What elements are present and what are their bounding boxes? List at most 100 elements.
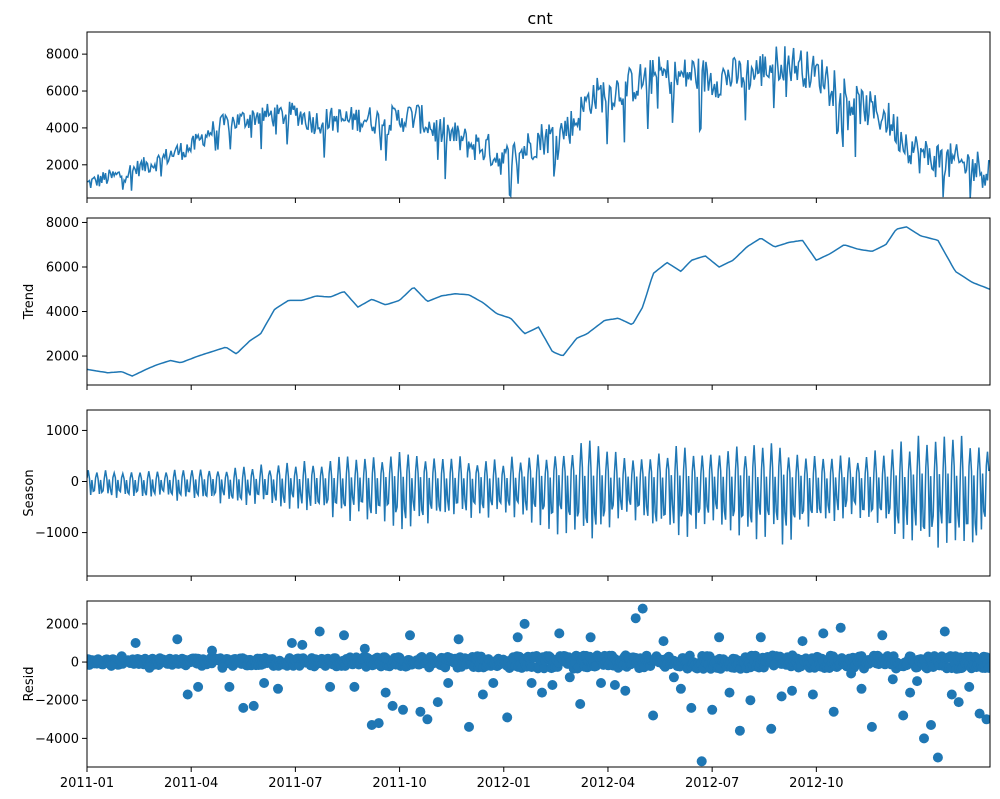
resid-point [575,699,586,709]
resid-point [658,636,669,647]
resid-point [432,697,443,708]
resid-point [919,733,929,744]
resid-point [387,700,398,711]
y-tick-label: 6000 [46,260,79,275]
resid-point [92,655,103,666]
x-tick-label: 2011-01 [60,776,114,791]
resid-point [787,685,797,696]
resid-point [273,683,283,694]
resid-point [707,704,718,715]
resid-point [512,632,523,643]
y-tick-label: 2000 [46,617,79,632]
resid-point [734,725,745,736]
resid-point [554,628,565,639]
resid-point [974,708,985,719]
y-tick-label: 1000 [46,424,79,439]
resid-point [224,681,235,692]
y-axis-label-resid: Resid [22,666,37,701]
resid-point [116,651,127,662]
resid-point [696,756,707,767]
resid-point [932,752,943,763]
resid-point [630,613,641,624]
y-tick-label: 8000 [46,216,79,231]
resid-point [488,678,499,688]
resid-point [675,683,686,694]
plot-area-season [87,435,990,548]
resid-point [714,632,725,643]
resid-point [766,723,777,734]
resid-point [818,628,829,639]
resid-point [193,681,204,692]
series-line-season [87,435,990,548]
resid-point [981,714,990,725]
resid-point [564,672,575,683]
y-tick-label: 6000 [46,85,79,100]
resid-point [835,622,846,633]
x-tick-label: 2011-10 [372,776,426,791]
resid-point [415,706,426,717]
resid-point [668,672,679,683]
y-axis-label-season: Season [22,469,37,516]
resid-point [953,697,964,708]
plot-area-resid [87,603,990,767]
resid-point [637,603,648,614]
resid-point [359,643,370,654]
resid-point [373,718,384,729]
resid-point [946,689,957,700]
resid-point [755,632,766,643]
resid-point [477,689,488,700]
y-tick-label: 2000 [46,350,79,365]
series-line-trend [87,226,990,377]
panel-observed: 2000 4000 6000 8000 [46,31,991,203]
x-tick-label: 2012-10 [789,776,843,791]
panel-season: −1000 0 1000 Season [22,409,991,581]
resid-point [172,634,183,645]
resid-point [866,721,877,732]
resid-point [443,678,454,688]
resid-point [207,645,217,656]
resid-point [526,678,537,688]
resid-point [154,653,165,664]
resid-point [380,687,391,698]
series-line-observed [87,46,990,198]
panel-resid: −4000 −2000 0 2000 2011-01 2011-04 2011-07 2011… [22,600,991,791]
resid-point [898,710,909,721]
resid-point [398,704,408,715]
x-tick-label: 2011-07 [268,776,322,791]
panel-trend: 2000 4000 6000 8000 Trend [22,216,991,390]
resid-point [776,691,787,702]
resid-point [238,702,249,713]
resid-point [724,687,735,698]
y-tick-label: 4000 [46,121,79,136]
resid-point [502,712,513,723]
resid-point [464,721,474,732]
resid-point [547,680,558,690]
resid-point [422,714,433,725]
axes-frame-season [86,409,991,577]
resid-point [745,695,756,706]
resid-point [807,689,818,700]
resid-point [286,638,297,648]
axes-frame-resid [86,600,991,768]
resid-point [983,662,990,673]
resid-point [620,685,631,696]
resid-point [453,634,464,645]
axes-frame-observed [86,31,991,199]
y-tick-label: 2000 [46,158,79,173]
resid-point [877,630,888,641]
plot-area-observed [87,46,990,198]
resid-point [339,630,349,641]
resid-point [349,681,360,692]
resid-point [797,636,808,647]
y-tick-label: 4000 [46,305,79,320]
resid-point [297,639,308,650]
resid-point [144,662,155,673]
resid-point [537,687,547,698]
y-tick-label: −1000 [35,526,79,541]
y-tick-label: −2000 [35,694,79,709]
panels-group: 2000 4000 6000 8000 2000 4000 6000 8000 Trend −10… [22,31,991,791]
resid-point [314,626,325,637]
resid-point [846,668,857,679]
resid-point [585,632,596,643]
